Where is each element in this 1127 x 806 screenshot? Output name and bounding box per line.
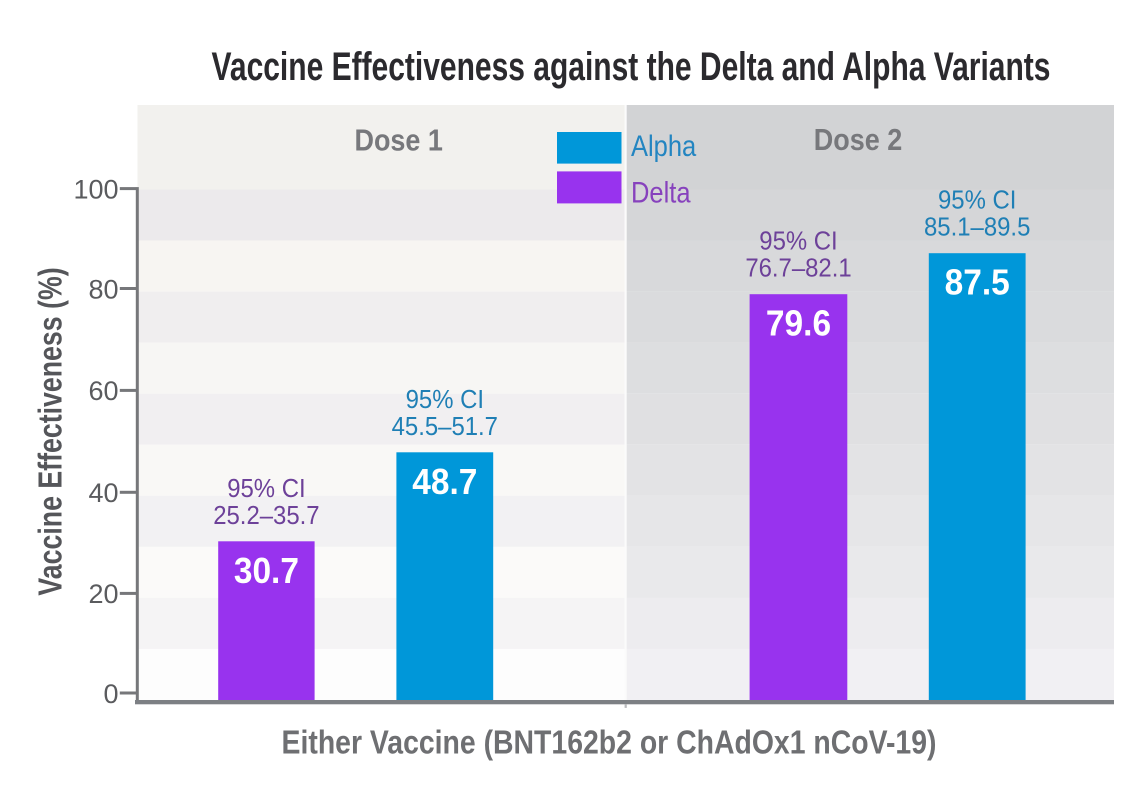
svg-text:Alpha: Alpha [631, 129, 697, 162]
svg-text:40: 40 [88, 478, 118, 508]
svg-text:48.7: 48.7 [412, 463, 477, 502]
svg-text:95% CI: 95% CI [227, 474, 305, 503]
svg-text:Vaccine Effectiveness against: Vaccine Effectiveness against the Delta … [212, 45, 1051, 89]
svg-text:95% CI: 95% CI [938, 186, 1016, 215]
svg-text:Delta: Delta [631, 176, 691, 209]
svg-text:79.6: 79.6 [766, 305, 831, 344]
svg-text:76.7–82.1: 76.7–82.1 [745, 254, 851, 283]
svg-text:87.5: 87.5 [945, 264, 1010, 303]
svg-text:30.7: 30.7 [234, 552, 299, 591]
svg-text:80: 80 [88, 274, 118, 304]
svg-text:60: 60 [88, 376, 118, 406]
svg-text:25.2–35.7: 25.2–35.7 [213, 501, 319, 530]
svg-text:Dose 2: Dose 2 [814, 124, 902, 158]
svg-text:95% CI: 95% CI [406, 385, 484, 414]
svg-text:100: 100 [73, 174, 118, 204]
svg-text:Vaccine Effectiveness (%): Vaccine Effectiveness (%) [33, 267, 69, 595]
svg-text:Dose 1: Dose 1 [354, 124, 442, 158]
svg-text:45.5–51.7: 45.5–51.7 [392, 412, 498, 441]
svg-text:0: 0 [103, 679, 118, 709]
svg-text:95% CI: 95% CI [759, 227, 837, 256]
svg-text:20: 20 [88, 579, 118, 609]
svg-text:Either Vaccine (BNT162b2 or Ch: Either Vaccine (BNT162b2 or ChAdOx1 nCoV… [282, 723, 937, 761]
svg-text:85.1–89.5: 85.1–89.5 [924, 213, 1030, 242]
